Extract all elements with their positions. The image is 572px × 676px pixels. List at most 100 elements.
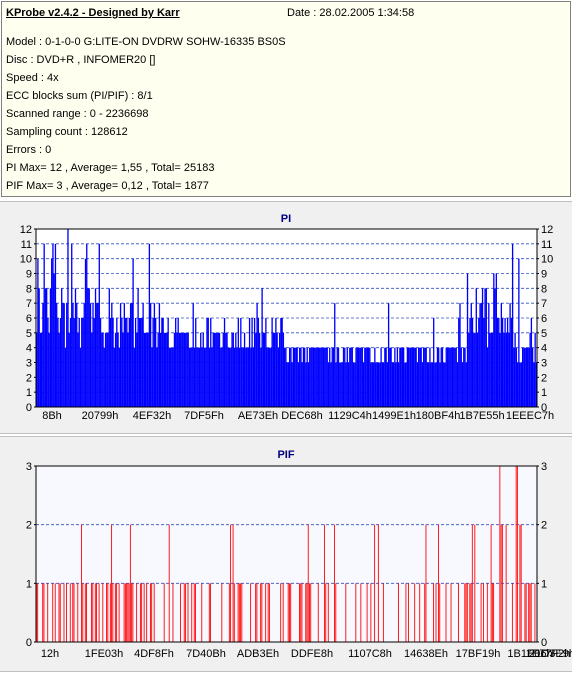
bar [131,583,133,642]
bar [505,524,507,642]
bar [523,347,525,407]
bar [430,362,432,407]
bar [339,362,341,407]
bar [399,347,401,407]
app-title: KProbe v2.4.2 - Designed by Karr [6,7,180,19]
bar [231,332,233,407]
bar [350,347,352,407]
bar [51,258,53,407]
info-range: Scanned range : 0 - 2236698 [6,108,149,120]
bar [341,362,343,407]
bar [275,318,277,407]
bar [195,318,197,407]
info-errors: Errors : 0 [6,144,52,156]
bar [146,583,148,642]
bar [443,362,445,407]
bar [503,332,505,407]
bar [205,347,207,407]
bar [496,318,499,407]
bar [168,524,170,642]
bar [297,362,300,407]
bar [321,347,323,407]
bar [282,332,285,407]
bar [186,332,188,407]
bar [242,347,244,407]
x-tick-label: 1107C8h [348,648,392,660]
bar [77,332,79,407]
y-tick-label-left: 5 [26,328,32,340]
bar [76,303,78,407]
plot-frame [35,465,538,643]
bar [203,347,206,407]
bar [334,524,335,642]
bar [232,524,234,642]
bar [300,583,302,642]
y-tick-label-right: 12 [541,224,553,236]
bar [217,332,219,407]
bar [43,583,45,642]
bar [419,583,421,642]
bar [464,347,466,407]
bar [438,524,439,642]
bar [473,332,475,407]
bar [183,332,186,407]
bar [236,347,238,407]
bar [367,347,370,407]
bar [479,303,481,407]
bar [228,347,231,407]
x-tick-label: 12h [41,648,59,660]
scan-date: Date : 28.02.2005 1:34:58 [287,7,415,19]
x-tick-label: 7DF5Fh [184,410,224,422]
bar [483,318,485,407]
bar [132,258,134,407]
bar [435,583,437,642]
y-tick-label-left: 7 [26,298,32,310]
bar [103,347,105,407]
bar [425,347,427,407]
bar [237,583,239,642]
bar [37,258,39,407]
bar [123,583,125,642]
bar [376,362,378,407]
bar [530,583,532,642]
bar [415,347,417,407]
bar [520,362,523,407]
bar [161,318,163,407]
bar [486,583,488,642]
bar [226,332,228,407]
pi-chart-title: PI [281,213,291,225]
bar [87,288,89,407]
bar [261,288,263,407]
bar [107,583,109,642]
x-tick-label: 20799h [82,410,119,422]
bar [66,303,68,407]
bar [325,583,327,642]
bar [340,362,342,407]
bar [493,273,495,407]
bar [246,347,248,407]
bar [361,347,363,407]
bar [72,303,74,407]
bar [474,524,476,642]
bar [77,583,79,642]
bar [528,583,530,642]
bar [255,583,257,642]
bar [317,583,319,642]
bar [131,303,133,407]
bar [272,332,275,407]
bar [215,332,217,407]
x-tick-label: 1E77F2h [526,648,571,660]
bar [429,347,431,407]
bar [347,362,350,407]
pi-chart-panel: PI 0 0 1 1 2 2 3 3 4 4 5 5 6 6 7 7 8 8 9 9 10 10 11 11 12 12 8Bh 20… [0,201,572,434]
bar [314,347,316,407]
bar [235,332,237,407]
bar [387,303,390,407]
bar [106,332,108,407]
bar [516,362,519,407]
bar [71,243,73,407]
bar [207,318,209,407]
y-tick-label-right: 10 [541,254,553,266]
bar [42,303,44,407]
bar [49,288,52,407]
